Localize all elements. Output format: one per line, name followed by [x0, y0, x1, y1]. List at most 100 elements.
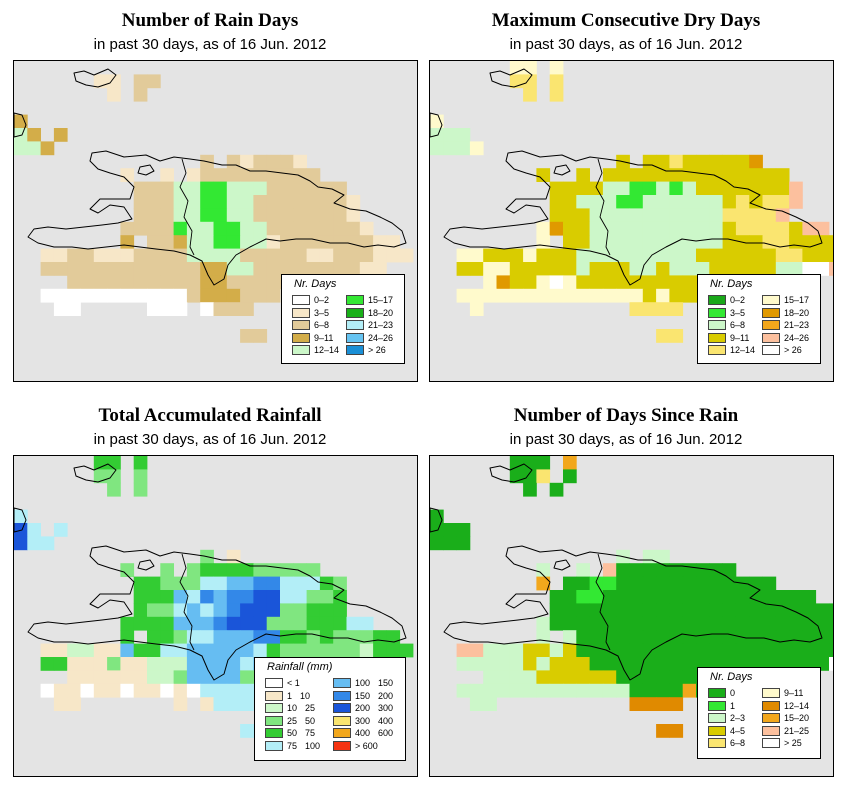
grid-cell [226, 221, 241, 236]
grid-cell [266, 616, 281, 631]
legend-item: 25 50 [265, 715, 315, 728]
grid-cell [762, 248, 777, 263]
grid-cell [40, 657, 55, 671]
grid-cell [173, 683, 188, 698]
grid-cell [240, 630, 254, 644]
grid-cell [293, 590, 307, 604]
grid-cell [589, 288, 604, 303]
grid-cell [696, 262, 710, 276]
grid-cell [642, 262, 657, 276]
grid-cell [173, 657, 188, 671]
legend-swatch [333, 703, 351, 713]
grid-cell [789, 262, 803, 276]
legend-item: > 26 [762, 345, 802, 357]
legend-swatch [333, 678, 351, 688]
grid-cell [319, 616, 334, 631]
grid-cell [253, 262, 268, 276]
grid-cell [669, 657, 684, 671]
grid-cell [563, 208, 577, 223]
grid-cell [602, 288, 617, 303]
grid-cell [147, 576, 161, 591]
grid-cell [496, 643, 511, 658]
grid-cell [749, 576, 763, 591]
grid-cell [80, 248, 95, 263]
grid-cell [306, 195, 321, 209]
grid-cell [789, 248, 803, 263]
grid-cell [280, 616, 294, 631]
grid-cell [722, 181, 737, 196]
grid-cell [226, 563, 241, 577]
grid-cell [722, 616, 737, 631]
grid-cell [523, 670, 537, 685]
grid-cell [563, 195, 577, 209]
legend-swatch [708, 332, 726, 343]
legend-item: 1 [708, 700, 735, 713]
grid-cell [629, 262, 644, 276]
grid-cell [443, 536, 457, 551]
legend-label: 300 [355, 715, 371, 726]
legend-swatch [265, 715, 283, 726]
grid-cell [53, 683, 68, 698]
grid-cell [629, 248, 644, 263]
grid-cell [589, 235, 604, 249]
grid-cell [536, 563, 551, 577]
grid-cell [682, 221, 697, 236]
grid-cell [669, 576, 684, 591]
grid-cell [359, 235, 374, 249]
grid-cell [373, 630, 387, 644]
grid-cell [602, 576, 617, 591]
grid-cell [80, 670, 95, 685]
grid-cell [549, 61, 564, 75]
grid-cell [386, 248, 401, 263]
legend-swatch [292, 295, 310, 305]
grid-cell [709, 168, 723, 182]
grid-cell [280, 643, 294, 658]
grid-cell [346, 630, 361, 644]
grid-cell [523, 74, 537, 89]
grid-cell [735, 221, 750, 236]
grid-cell [602, 181, 617, 196]
grid-cell [563, 643, 577, 658]
grid-cell [133, 195, 148, 209]
legend-swatch [708, 295, 726, 305]
grid-cell [656, 724, 670, 738]
grid-cell [762, 576, 777, 591]
grid-cell [589, 603, 604, 618]
grid-cell [173, 275, 188, 290]
grid-cell [536, 657, 551, 671]
grid-cell [133, 670, 148, 685]
grid-cell [160, 590, 174, 604]
grid-cell [93, 683, 108, 698]
grid-cell [213, 275, 228, 290]
grid-cell [749, 235, 763, 249]
grid-cell [589, 643, 604, 658]
legend-label: > 25 [784, 738, 802, 748]
legend-item: < 1 [265, 678, 300, 690]
grid-cell [656, 657, 670, 671]
grid-cell [253, 616, 268, 631]
grid-cell [186, 288, 201, 303]
grid-cell [815, 630, 830, 644]
grid-cell [829, 616, 833, 631]
grid-cell [293, 208, 307, 223]
grid-cell [682, 657, 697, 671]
grid-cell [160, 670, 174, 685]
grid-cell [107, 275, 121, 290]
grid-cell [346, 248, 361, 263]
grid-cell [616, 221, 630, 236]
legend-item: 3–5 [708, 307, 745, 320]
grid-cell [173, 302, 188, 316]
legend-swatch [265, 703, 283, 713]
grid-cell [147, 590, 161, 604]
grid-cell [93, 288, 108, 303]
grid-cell [213, 657, 228, 671]
grid-cell [602, 221, 617, 236]
grid-cell [53, 643, 68, 658]
grid-cell [133, 208, 148, 223]
grid-cell [280, 168, 294, 182]
grid-cell [346, 235, 361, 249]
grid-cell [802, 262, 817, 276]
grid-cell [173, 616, 188, 631]
grid-cell [536, 168, 551, 182]
grid-cell [107, 248, 121, 263]
